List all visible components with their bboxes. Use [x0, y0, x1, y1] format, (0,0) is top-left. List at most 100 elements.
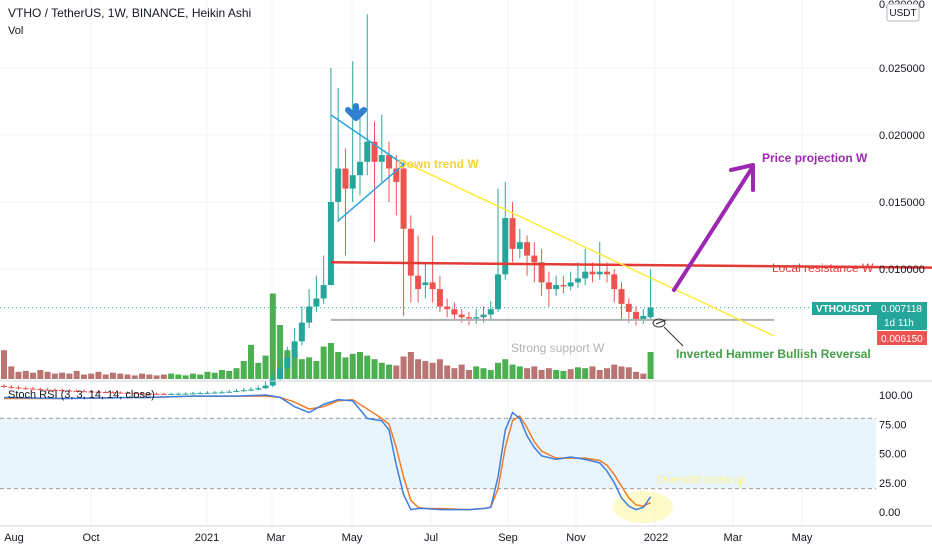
down-trend-label: Down trend W: [398, 157, 479, 171]
volume-bar: [589, 366, 596, 379]
candle-body: [364, 141, 371, 162]
volume-bar: [603, 368, 610, 379]
volume-bar: [95, 371, 102, 379]
volume-bar: [407, 352, 414, 379]
volume-bar: [168, 373, 175, 379]
candle-body: [400, 168, 407, 229]
candle-body: [327, 202, 334, 286]
volume-bar: [647, 352, 654, 379]
volume-bar: [611, 364, 618, 379]
candle-body: [574, 278, 581, 283]
volume-bar: [117, 373, 124, 379]
candle-body: [335, 168, 342, 202]
volume-bar: [277, 325, 284, 379]
candle-body: [8, 386, 15, 388]
candle-body: [640, 315, 647, 320]
support-price-text: 0.006150: [881, 334, 923, 345]
candle-body: [240, 390, 247, 392]
price-tag: VTHOUSDT 0.007118 1d 11h 0.006150: [812, 302, 927, 345]
time-tick-label: 2021: [195, 532, 219, 544]
candle-body: [386, 155, 393, 169]
time-tick-label: Mar: [724, 532, 743, 544]
candle-body: [444, 306, 451, 310]
volume-bar: [255, 362, 262, 379]
volume-bar: [233, 368, 240, 379]
candle-body: [117, 392, 124, 394]
volume-bar: [495, 362, 502, 379]
volume-bar: [422, 361, 429, 379]
volume-bar: [509, 364, 516, 379]
candle-body: [495, 274, 502, 310]
candle-body: [524, 242, 531, 256]
candle-body: [516, 242, 523, 249]
down-arrow-marker-icon: [345, 103, 367, 121]
time-axis[interactable]: Aug Oct 2021 Mar May Jul Sep Nov 2022 Mar May: [4, 532, 813, 544]
local-resistance-line[interactable]: [330, 261, 932, 269]
volume-bar: [487, 370, 494, 379]
candle-body: [168, 393, 175, 395]
candle-body: [153, 393, 160, 395]
oscillator-axis[interactable]: 100.00 75.00 50.00 25.00 0.00: [879, 390, 913, 519]
candle-body: [146, 393, 153, 395]
candle-body: [487, 309, 494, 315]
down-trend-line[interactable]: [403, 161, 775, 337]
volume-bar: [335, 352, 342, 379]
volume-bar: [59, 372, 66, 379]
candle-body: [262, 385, 269, 389]
volume-bar: [342, 357, 349, 379]
volume-bar: [502, 359, 509, 379]
volume-bar: [175, 374, 182, 379]
volume-bar: [197, 374, 204, 379]
candle-body: [596, 271, 603, 275]
volume-bar: [306, 357, 313, 379]
price-projection-arrow[interactable]: [672, 163, 755, 292]
candle-body: [356, 161, 363, 176]
candle-body: [553, 285, 560, 290]
volume-bar: [625, 367, 632, 379]
currency-badge[interactable]: USDT: [886, 3, 920, 22]
volume-bar: [415, 359, 422, 379]
candle-body: [320, 285, 327, 299]
oscillator-tick-label: 75.00: [879, 419, 907, 431]
volume-bar: [291, 353, 298, 379]
candle-body: [298, 322, 305, 342]
price-tick-label: 0.020000: [879, 130, 925, 142]
volume-bar: [582, 368, 589, 379]
local-resistance-label: Local resistance W: [772, 261, 874, 275]
volume-bar: [146, 374, 153, 379]
candle-body: [160, 393, 167, 395]
volume-bar: [269, 293, 276, 379]
volume-bar: [436, 359, 443, 379]
oscillator-tick-label: 100.00: [879, 390, 913, 402]
candle-body: [349, 175, 356, 189]
price-tick-label: 0.025000: [879, 63, 925, 75]
hammer-pointer-icon: [652, 318, 684, 347]
candle-body: [277, 368, 284, 379]
candle-body: [429, 282, 436, 290]
volume-bar: [356, 352, 363, 379]
volume-bar: [640, 373, 647, 379]
volume-bar: [109, 372, 116, 379]
stoch-k-line[interactable]: [3, 394, 652, 511]
volume-bar: [51, 373, 58, 379]
volume-bar: [364, 355, 371, 379]
volume-bar: [80, 374, 87, 379]
bar-countdown-text: 1d 11h: [884, 318, 914, 329]
candle-body: [342, 168, 349, 189]
candle-body: [80, 391, 87, 393]
volume-bar: [378, 362, 385, 379]
volume-bar: [15, 371, 22, 379]
volume-bar: [218, 370, 225, 379]
volume-bar: [30, 372, 37, 379]
oscillator-tick-label: 0.00: [879, 507, 900, 519]
candle-body: [306, 306, 313, 323]
candle-body: [647, 307, 654, 318]
candle-body: [291, 341, 298, 358]
candle-body: [109, 392, 116, 394]
volume-bar: [429, 362, 436, 379]
triangle-pattern[interactable]: [330, 114, 405, 222]
time-tick-label: Aug: [4, 532, 24, 544]
volume-bar: [545, 368, 552, 379]
